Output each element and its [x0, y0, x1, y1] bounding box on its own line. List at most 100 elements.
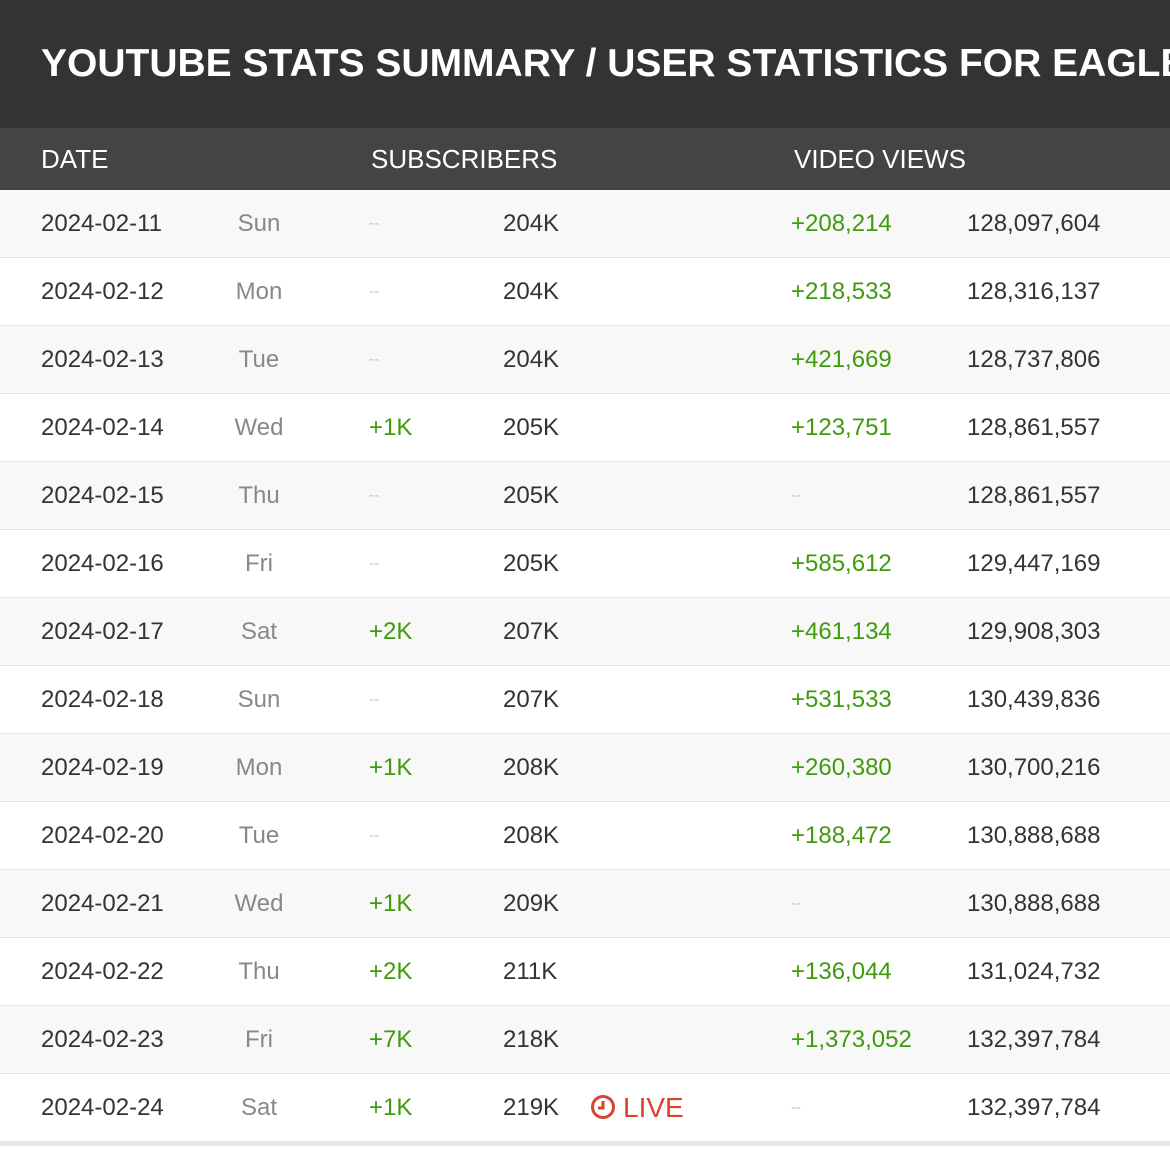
- weekday: Fri: [245, 550, 273, 577]
- table-row: 2024-02-15 Thu -- 205K -- 128,861,557: [0, 462, 1170, 530]
- subscribers-change: +1K: [369, 890, 413, 917]
- views-change: +260,380: [791, 754, 892, 781]
- date: 2024-02-23: [41, 1026, 164, 1053]
- subscribers: 218K: [503, 1026, 560, 1053]
- views: 128,737,806: [967, 346, 1101, 373]
- date: 2024-02-16: [41, 550, 164, 577]
- views-change: --: [791, 895, 801, 912]
- views: 130,888,688: [967, 890, 1101, 917]
- subscribers: 208K: [503, 754, 560, 781]
- date: 2024-02-13: [41, 346, 164, 373]
- subscribers-change: --: [369, 691, 379, 708]
- table-row: 2024-02-24 Sat +1K 219K LIVE -- 132,397,784: [0, 1074, 1170, 1142]
- subscribers: 211K: [503, 958, 558, 985]
- views-change: +461,134: [791, 618, 892, 645]
- views-change: --: [791, 1099, 801, 1116]
- views: 130,439,836: [967, 686, 1101, 713]
- weekday: Thu: [238, 482, 280, 509]
- weekday: Sun: [237, 686, 281, 713]
- table-row: 2024-02-22 Thu +2K 211K +136,044 131,024,732: [0, 938, 1170, 1006]
- subscribers-change: --: [369, 827, 379, 844]
- date: 2024-02-21: [41, 890, 164, 917]
- column-header: SUBSCRIBERS: [371, 144, 558, 174]
- views-change: +531,533: [791, 686, 892, 713]
- date: 2024-02-17: [41, 618, 164, 645]
- subscribers-change: --: [369, 283, 379, 300]
- subscribers-change: --: [369, 487, 379, 504]
- weekday: Mon: [235, 278, 283, 305]
- views: 129,908,303: [967, 618, 1101, 645]
- views: 130,700,216: [967, 754, 1101, 781]
- views: 129,447,169: [967, 550, 1101, 577]
- subscribers-change: +1K: [369, 414, 413, 441]
- weekday: Fri: [245, 1026, 273, 1053]
- subscribers: 208K: [503, 822, 560, 849]
- live-icon: [591, 1095, 615, 1119]
- weekday: Mon: [235, 754, 283, 781]
- weekday: Wed: [234, 890, 284, 917]
- column-header: DATE: [41, 144, 109, 174]
- table-row: 2024-02-23 Fri +7K 218K +1,373,052 132,397,78…: [0, 1006, 1170, 1074]
- views: 128,861,557: [967, 482, 1101, 509]
- subscribers-change: +1K: [369, 1094, 413, 1121]
- views: 132,397,784: [967, 1026, 1101, 1053]
- table-row: 2024-02-18 Sun -- 207K +531,533 130,439,836: [0, 666, 1170, 734]
- subscribers: 207K: [503, 686, 560, 713]
- date: 2024-02-18: [41, 686, 164, 713]
- views-change: +218,533: [791, 278, 892, 305]
- table-row: 2024-02-21 Wed +1K 209K -- 130,888,688: [0, 870, 1170, 938]
- views-change: +208,214: [791, 210, 892, 237]
- subscribers-change: +1K: [369, 754, 413, 781]
- weekday: Wed: [234, 414, 284, 441]
- column-header: VIDEO VIEWS: [794, 144, 966, 174]
- weekday: Thu: [238, 958, 280, 985]
- live-badge: LIVE: [623, 1092, 684, 1123]
- subscribers: 205K: [503, 414, 560, 441]
- views-change: +421,669: [791, 346, 892, 373]
- subscribers: 205K: [503, 482, 560, 509]
- views-change: +136,044: [791, 958, 892, 985]
- table-row: 2024-02-13 Tue -- 204K +421,669 128,737,806: [0, 326, 1170, 394]
- date: 2024-02-24: [41, 1094, 164, 1121]
- subscribers-change: --: [369, 555, 379, 572]
- weekday: Sat: [240, 1094, 278, 1121]
- table-row: 2024-02-17 Sat +2K 207K +461,134 129,908,303: [0, 598, 1170, 666]
- weekday: Sun: [237, 210, 281, 237]
- subscribers-change: --: [369, 215, 379, 232]
- views: 132,397,784: [967, 1094, 1101, 1121]
- views-change: +188,472: [791, 822, 892, 849]
- views: 130,888,688: [967, 822, 1101, 849]
- views-change: +1,373,052: [791, 1026, 912, 1053]
- views: 131,024,732: [967, 958, 1101, 985]
- views: 128,861,557: [967, 414, 1101, 441]
- subscribers-change: +2K: [369, 618, 413, 645]
- subscribers-change: --: [369, 351, 379, 368]
- subscribers: 219K: [503, 1094, 560, 1121]
- subscribers: 209K: [503, 890, 560, 917]
- table-row: 2024-02-12 Mon -- 204K +218,533 128,316,137: [0, 258, 1170, 326]
- table-row: 2024-02-20 Tue -- 208K +188,472 130,888,688: [0, 802, 1170, 870]
- table-row: 2024-02-19 Mon +1K 208K +260,380 130,700,216: [0, 734, 1170, 802]
- date: 2024-02-22: [41, 958, 164, 985]
- weekday: Sat: [240, 618, 278, 645]
- views-change: +585,612: [791, 550, 892, 577]
- date: 2024-02-20: [41, 822, 164, 849]
- weekday: Tue: [238, 346, 280, 373]
- table-row: 2024-02-16 Fri -- 205K +585,612 129,447,169: [0, 530, 1170, 598]
- subscribers-change: +7K: [369, 1026, 413, 1053]
- subscribers: 205K: [503, 550, 560, 577]
- page-title: YOUTUBE STATS SUMMARY / USER STATISTICS …: [0, 0, 1170, 128]
- table-row: 2024-02-11 Sun -- 204K +208,214 128,097,604: [0, 190, 1170, 258]
- date: 2024-02-14: [41, 414, 164, 441]
- table-border: [0, 1142, 1170, 1146]
- views: 128,316,137: [967, 278, 1101, 305]
- table-row: 2024-02-14 Wed +1K 205K +123,751 128,861,557: [0, 394, 1170, 462]
- date: 2024-02-15: [41, 482, 164, 509]
- views-change: +123,751: [791, 414, 892, 441]
- table-header: DATE SUBSCRIBERS VIDEO VIEWS: [0, 128, 1170, 190]
- views-change: --: [791, 487, 801, 504]
- date: 2024-02-12: [41, 278, 164, 305]
- subscribers: 204K: [503, 278, 560, 305]
- date: 2024-02-11: [41, 210, 162, 237]
